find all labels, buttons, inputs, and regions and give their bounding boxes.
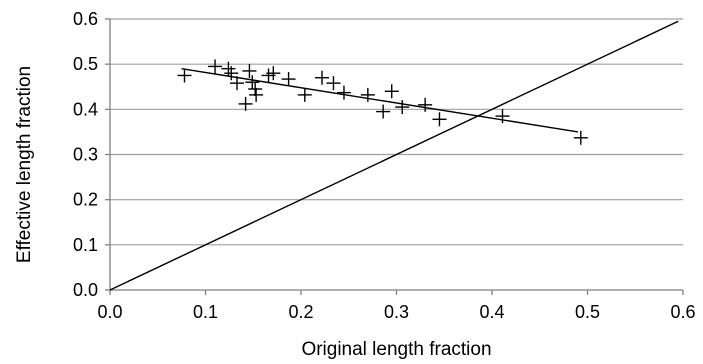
x-tick-label: 0.3 (384, 302, 409, 322)
trend-line (181, 67, 579, 133)
data-point (384, 84, 399, 99)
x-tick-label: 0.2 (288, 302, 313, 322)
data-point (432, 112, 447, 127)
data-point (248, 82, 263, 97)
data-point (208, 59, 223, 74)
data-point (266, 66, 281, 81)
data-point (360, 87, 375, 102)
x-axis-label: Original length fraction (301, 339, 491, 360)
data-point (376, 104, 391, 119)
axes (105, 18, 684, 295)
y-axis-label: Effective length fraction (14, 66, 35, 263)
x-tick-label: 0.4 (479, 302, 504, 322)
y-tick-label: 0.3 (73, 145, 98, 165)
reference-lines (109, 20, 679, 291)
data-point (395, 100, 410, 115)
data-point (242, 63, 257, 78)
data-point (336, 85, 351, 100)
data-point (177, 68, 192, 83)
data-point (573, 130, 588, 145)
x-tick-labels: 0.0 0.1 0.2 0.3 0.4 0.5 0.6 (97, 302, 695, 322)
y-tick-label: 0.1 (73, 235, 98, 255)
data-point (238, 96, 253, 111)
y-tick-labels: 0.0 0.1 0.2 0.3 0.4 0.5 0.6 (73, 9, 98, 300)
y-tick-label: 0.4 (73, 99, 98, 119)
y-tick-label: 0.2 (73, 190, 98, 210)
data-point (224, 66, 239, 81)
data-point (495, 109, 510, 124)
data-point (297, 87, 312, 102)
grid-lines (110, 18, 683, 246)
data-point (245, 75, 260, 90)
y-tick-label: 0.0 (73, 280, 98, 300)
data-points (177, 59, 588, 145)
x-tick-label: 0.0 (97, 302, 122, 322)
identity-line (109, 20, 679, 291)
y-tick-label: 0.6 (73, 9, 98, 29)
x-tick-label: 0.6 (670, 302, 695, 322)
y-tick-label: 0.5 (73, 54, 98, 74)
data-point (326, 76, 341, 91)
data-point (315, 70, 330, 85)
data-point (418, 97, 433, 112)
x-tick-label: 0.1 (193, 302, 218, 322)
data-point (281, 72, 296, 87)
data-point (230, 76, 245, 91)
x-tick-label: 0.5 (575, 302, 600, 322)
data-point (249, 87, 264, 102)
